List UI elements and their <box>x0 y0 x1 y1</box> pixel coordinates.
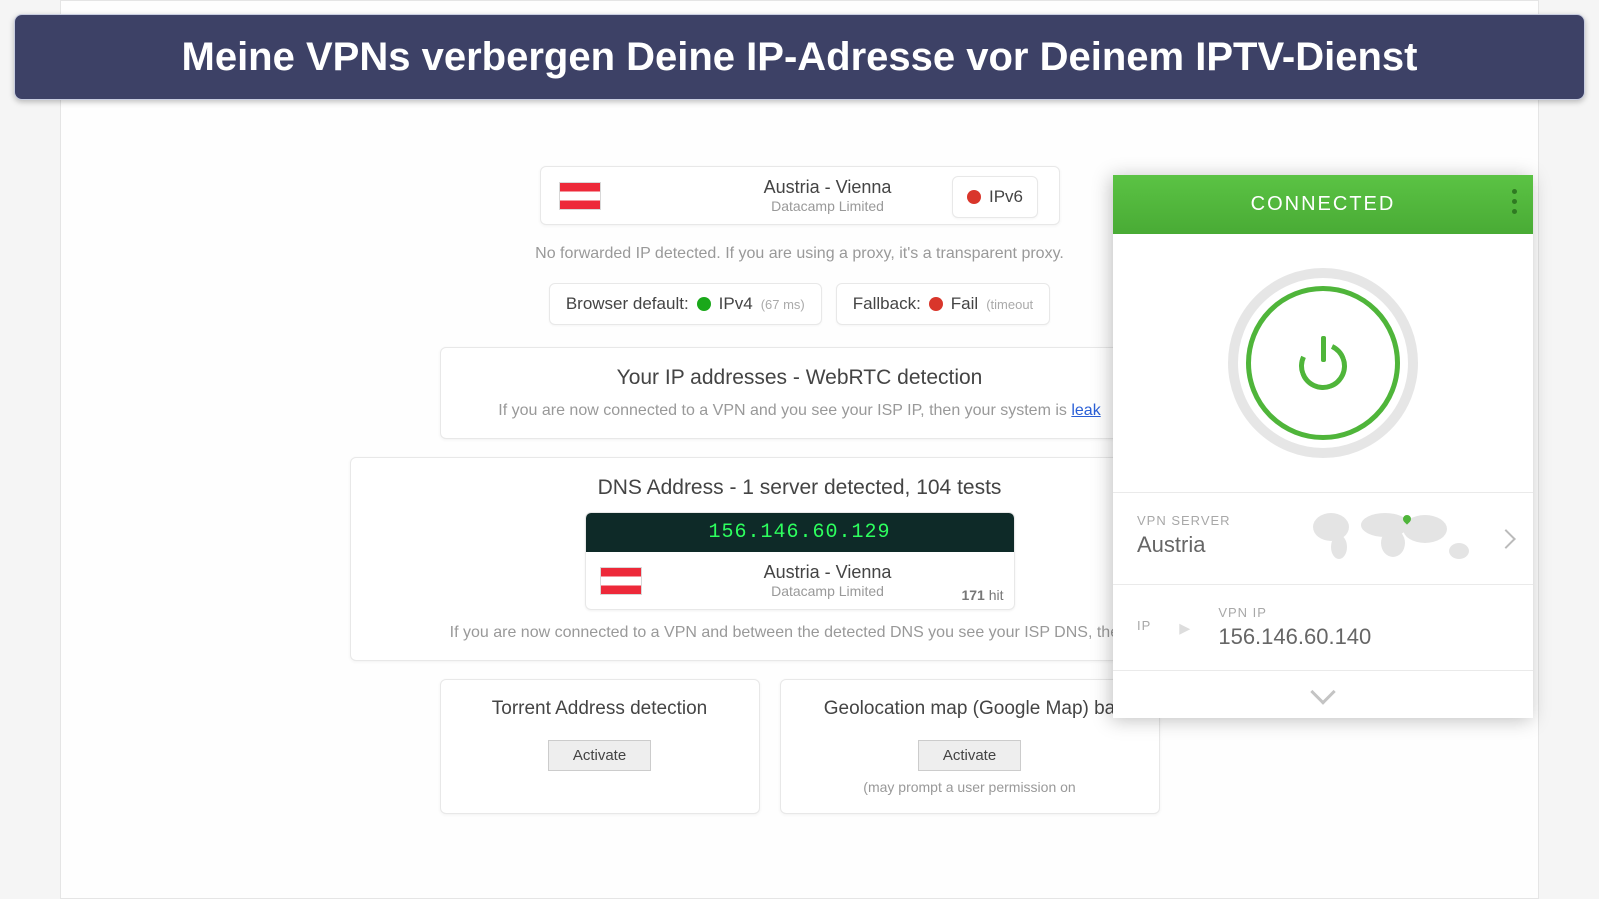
vpn-status-text: CONNECTED <box>1251 193 1396 215</box>
power-icon <box>1299 336 1347 390</box>
webrtc-title: Your IP addresses - WebRTC detection <box>467 366 1133 390</box>
dns-isp: Datacamp Limited <box>656 583 1000 599</box>
vpn-ip-label: IP <box>1137 618 1151 633</box>
vpn-status-header: CONNECTED <box>1113 175 1533 234</box>
torrent-title: Torrent Address detection <box>467 698 733 720</box>
fallback-label: Fallback: <box>853 294 921 314</box>
status-dot-red-icon <box>929 297 943 311</box>
world-map-icon <box>1303 505 1483 569</box>
ipv6-label: IPv6 <box>989 187 1023 207</box>
webrtc-leak-link[interactable]: leak <box>1071 402 1100 419</box>
vpn-ip-row: IP ▸ VPN IP 156.146.60.140 <box>1113 585 1533 671</box>
dns-title: DNS Address - 1 server detected, 104 tes… <box>377 476 1223 500</box>
austria-flag-icon <box>600 567 642 595</box>
webrtc-text: If you are now connected to a VPN and yo… <box>467 402 1133 420</box>
torrent-section: Torrent Address detection Activate <box>440 679 760 814</box>
vpn-expand-button[interactable] <box>1113 671 1533 718</box>
geo-activate-button[interactable]: Activate <box>918 740 1021 771</box>
geo-hint: (may prompt a user permission on <box>807 779 1133 795</box>
arrow-right-icon: ▸ <box>1179 615 1190 641</box>
chevron-down-icon <box>1310 679 1335 704</box>
vpn-power-button[interactable] <box>1228 268 1418 458</box>
browser-default-ms: (67 ms) <box>761 297 805 312</box>
headline-banner: Meine VPNs verbergen Deine IP-Adresse vo… <box>14 14 1585 100</box>
vpn-server-row[interactable]: VPN SERVER Austria <box>1113 493 1533 585</box>
fallback-value: Fail <box>951 294 978 314</box>
vpn-vpnip-label: VPN IP <box>1218 605 1371 620</box>
dns-hits: 171 hit <box>961 587 1003 603</box>
fallback-note: (timeout <box>986 297 1033 312</box>
webrtc-text-prefix: If you are now connected to a VPN and yo… <box>498 402 1071 419</box>
status-dot-red-icon <box>967 190 981 204</box>
dns-hits-label: hit <box>985 587 1004 603</box>
dns-ip: 156.146.60.129 <box>586 513 1014 552</box>
dns-server-card: 156.146.60.129 Austria - Vienna Datacamp… <box>585 512 1015 610</box>
dns-footer: If you are now connected to a VPN and be… <box>377 624 1223 642</box>
browser-default-pill: Browser default: IPv4 (67 ms) <box>549 283 822 325</box>
dns-location: Austria - Vienna <box>656 562 1000 583</box>
fallback-pill: Fallback: Fail (timeout <box>836 283 1050 325</box>
webrtc-section: Your IP addresses - WebRTC detection If … <box>440 347 1160 439</box>
vpn-power-wrap <box>1113 234 1533 493</box>
vpn-vpnip-value: 156.146.60.140 <box>1218 624 1371 650</box>
vpn-client-panel: CONNECTED VPN SERVER <box>1113 175 1533 718</box>
geo-title: Geolocation map (Google Map) ba <box>807 698 1133 720</box>
status-dot-green-icon <box>697 297 711 311</box>
vpn-menu-button[interactable] <box>1512 189 1517 214</box>
browser-default-value: IPv4 <box>719 294 753 314</box>
ipv6-pill: IPv6 <box>952 176 1038 218</box>
dns-hits-num: 171 <box>961 587 984 603</box>
torrent-activate-button[interactable]: Activate <box>548 740 651 771</box>
geo-section: Geolocation map (Google Map) ba Activate… <box>780 679 1160 814</box>
austria-flag-icon <box>559 182 601 210</box>
browser-default-label: Browser default: <box>566 294 689 314</box>
